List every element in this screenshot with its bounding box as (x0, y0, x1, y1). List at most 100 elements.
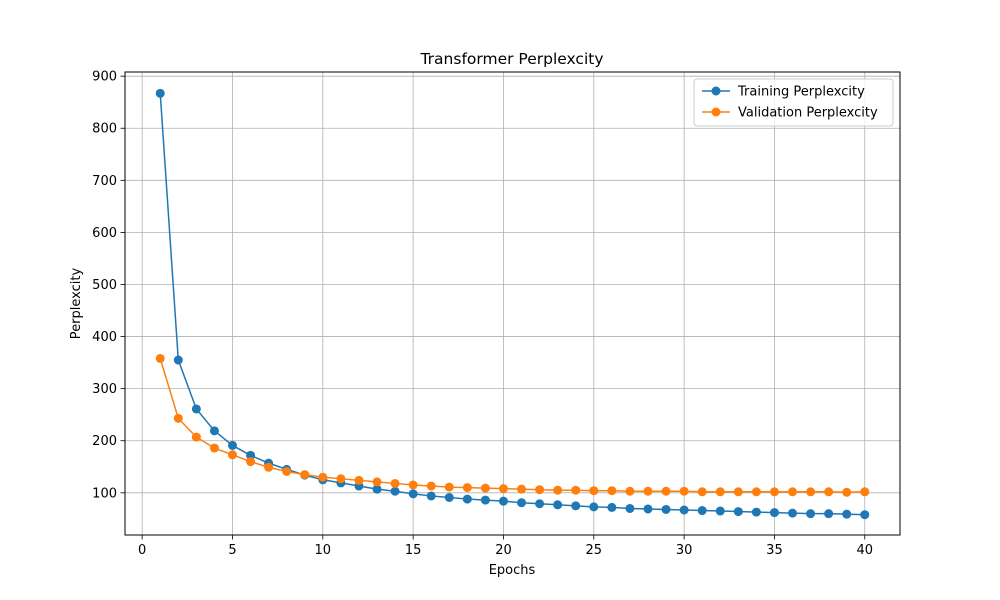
data-point (589, 502, 599, 512)
data-point (751, 487, 761, 497)
series-line (159, 93, 865, 516)
data-point (336, 474, 346, 484)
legend-label-validation: Validation Perplexcity (738, 106, 878, 121)
data-point (842, 487, 852, 497)
data-point (390, 478, 400, 488)
y-tick-label: 300 (92, 382, 117, 397)
data-point (553, 500, 563, 510)
data-point (191, 432, 201, 442)
data-point (553, 485, 563, 495)
data-point (209, 443, 219, 453)
x-tick-label: 5 (228, 543, 236, 558)
data-point (769, 508, 779, 518)
data-point (444, 493, 454, 503)
legend-label-training: Training Perplexcity (737, 85, 865, 100)
plot-series (155, 88, 870, 520)
plot-frame (124, 71, 901, 536)
data-point (842, 509, 852, 519)
data-point (715, 506, 725, 516)
data-point (607, 486, 617, 496)
data-point (227, 440, 237, 450)
series-line (159, 358, 865, 494)
data-point (390, 486, 400, 496)
data-point (517, 498, 527, 508)
data-point (643, 504, 653, 514)
data-point (679, 505, 689, 515)
data-point (860, 487, 870, 497)
data-point (607, 502, 617, 512)
data-point (860, 510, 870, 520)
x-tick-label: 30 (676, 543, 693, 558)
y-axis-label: Perplexcity (69, 268, 84, 340)
data-point (517, 484, 527, 494)
data-point (462, 483, 472, 493)
x-tick-label: 15 (405, 543, 422, 558)
y-tick-label: 500 (92, 278, 117, 293)
data-point (751, 507, 761, 517)
x-tick-label: 35 (766, 543, 783, 558)
y-tick-label: 200 (92, 434, 117, 449)
data-point (300, 470, 310, 480)
data-point (571, 501, 581, 511)
legend-marker-validation (711, 107, 721, 117)
data-point (589, 486, 599, 496)
y-tick-label: 700 (92, 174, 117, 189)
data-point (697, 487, 707, 497)
data-point (282, 466, 292, 476)
data-point (697, 506, 707, 516)
data-point (625, 503, 635, 513)
data-point (661, 504, 671, 514)
y-tick-label: 100 (92, 486, 117, 501)
y-tick-label: 600 (92, 226, 117, 241)
data-point (806, 509, 816, 519)
data-point (408, 489, 418, 499)
data-point (354, 475, 364, 485)
data-point (209, 426, 219, 436)
data-point (372, 477, 382, 487)
data-point (733, 487, 743, 497)
data-point (408, 480, 418, 490)
data-point (227, 450, 237, 460)
data-point (372, 484, 382, 494)
data-point (191, 404, 201, 414)
data-point (643, 486, 653, 496)
legend-marker-training (711, 86, 721, 96)
data-point (498, 496, 508, 506)
data-point (173, 413, 183, 423)
y-tick-label: 800 (92, 122, 117, 137)
y-tick-label: 900 (92, 70, 117, 85)
data-point (535, 499, 545, 509)
data-point (788, 508, 798, 518)
x-tick-label: 25 (586, 543, 603, 558)
data-point (661, 486, 671, 496)
data-point (806, 487, 816, 497)
data-point (625, 486, 635, 496)
data-point (462, 494, 472, 504)
data-point (155, 88, 165, 98)
data-point (246, 457, 256, 467)
chart-title: Transformer Perplexcity (419, 50, 603, 68)
data-point (480, 483, 490, 493)
data-point (679, 486, 689, 496)
data-point (155, 353, 165, 363)
data-point (769, 487, 779, 497)
legend: Training Perplexcity Validation Perplexc… (693, 78, 894, 127)
data-point (824, 509, 834, 519)
x-tick-label: 20 (495, 543, 512, 558)
data-point (788, 487, 798, 497)
data-point (571, 485, 581, 495)
x-tick-label: 0 (138, 543, 146, 558)
y-tick-label: 400 (92, 330, 117, 345)
data-point (426, 481, 436, 491)
legend-box (693, 78, 894, 127)
series-validation (155, 353, 870, 497)
data-point (480, 495, 490, 505)
data-point (246, 450, 256, 460)
data-point (173, 355, 183, 365)
x-tick-label: 10 (315, 543, 332, 558)
data-point (444, 482, 454, 492)
data-point (733, 507, 743, 517)
data-point (318, 472, 328, 482)
data-point (426, 491, 436, 501)
